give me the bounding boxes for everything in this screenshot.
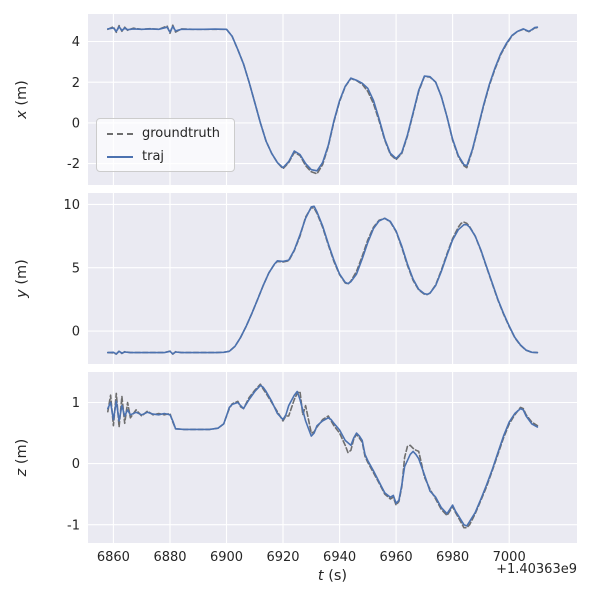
y-tick-label: 5: [72, 261, 80, 276]
plot-area: [88, 193, 577, 364]
traj-line-sample: [107, 155, 133, 158]
legend-label-groundtruth: groundtruth: [142, 126, 221, 141]
x-tick-label: 6900: [210, 550, 243, 565]
y-tick-label: -1: [67, 518, 80, 533]
y-tick-label: 0: [72, 325, 80, 340]
x-tick-label: 6940: [323, 550, 356, 565]
y-axis-label: x (m): [14, 80, 30, 120]
groundtruth-line-sample: [107, 132, 133, 135]
legend-label-traj: traj: [142, 149, 165, 164]
y-tick-label: 0: [72, 457, 80, 472]
x-tick-label: 6980: [436, 550, 469, 565]
x-axis-label: t (s): [318, 568, 347, 584]
legend: groundtruth traj: [96, 118, 236, 172]
x-tick-label: 7000: [493, 550, 526, 565]
y-axis-label: y (m): [14, 259, 30, 299]
plot-area: [88, 372, 577, 543]
x-tick-label: 6920: [266, 550, 299, 565]
subplot-y: 0 5 10 y (m): [14, 193, 577, 364]
y-tick-label: 1: [72, 396, 80, 411]
series-traj-line: [107, 25, 539, 172]
y-tick-label: 0: [72, 116, 80, 131]
x-tick-label: 6960: [380, 550, 413, 565]
y-tick-label: 2: [72, 76, 80, 91]
y-tick-label: 10: [63, 198, 80, 213]
y-tick-label: -2: [67, 157, 80, 172]
legend-item-traj: traj: [107, 149, 220, 164]
legend-item-groundtruth: groundtruth: [107, 126, 220, 141]
series-traj-line: [107, 384, 539, 527]
x-axis-offset-label: +1.40363e9: [496, 562, 577, 577]
y-tick-label: 4: [72, 35, 80, 50]
subplot-z: -1 0 1 z (m) 6860 6880 6900 6920 6940 6960 6980 700…: [14, 372, 577, 584]
y-axis-label: z (m): [14, 439, 30, 478]
x-tick-label: 6860: [97, 550, 130, 565]
x-tick-label: 6880: [153, 550, 186, 565]
series-traj-line: [107, 205, 539, 355]
